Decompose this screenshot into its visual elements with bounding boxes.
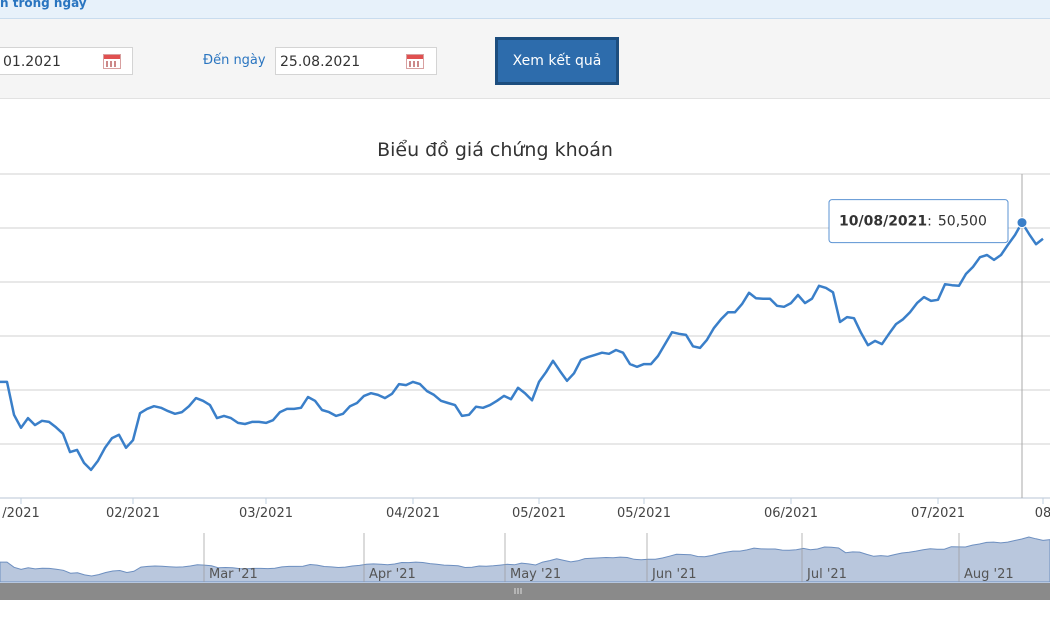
scrollbar[interactable] (0, 583, 1050, 600)
x-tick-label: 04/2021 (386, 506, 440, 521)
navigator-label: Aug '21 (964, 567, 1014, 582)
tooltip-text: 10/08/2021: 50,500 (839, 214, 987, 230)
tooltip-box (828, 199, 1009, 244)
tooltip-separator: : (927, 214, 932, 230)
chart-title: Biểu đồ giá chứng khoán (377, 139, 613, 161)
highlight-point (1016, 217, 1028, 229)
navigator-label: Jul '21 (806, 567, 847, 582)
header-title: n trong ngày (0, 0, 87, 10)
x-tick-label: 07/2021 (911, 506, 965, 521)
calendar-icon[interactable] (406, 54, 424, 69)
x-tick-label: 06/2021 (764, 506, 818, 521)
from-date-value: 01.2021 (3, 54, 61, 70)
x-tick-label: 03/2021 (239, 506, 293, 521)
navigator-label: May '21 (510, 567, 561, 582)
from-date-input[interactable]: 01.2021 (0, 47, 133, 75)
navigator-label: Apr '21 (369, 567, 416, 582)
date-form: 01.2021 Đến ngày 25.08.2021 Xem kết quả (0, 19, 1050, 99)
x-tick-label: 08 (1035, 506, 1050, 521)
x-tick-label: 05/2021 (512, 506, 566, 521)
scrollbar-grip[interactable] (514, 588, 522, 594)
x-tick-label: 02/2021 (106, 506, 160, 521)
submit-button[interactable]: Xem kết quả (495, 37, 619, 85)
to-date-input[interactable]: 25.08.2021 (275, 47, 437, 75)
section-header: n trong ngày (0, 0, 1050, 19)
to-date-label: Đến ngày (203, 53, 266, 68)
navigator-label: Mar '21 (209, 567, 258, 582)
to-date-value: 25.08.2021 (280, 54, 361, 70)
price-line (0, 221, 1044, 472)
tooltip-value: 50,500 (938, 214, 987, 230)
calendar-icon[interactable] (103, 54, 121, 69)
navigator-area (0, 536, 1050, 583)
tooltip-date: 10/08/2021 (839, 214, 927, 230)
navigator-label: Jun '21 (651, 567, 697, 582)
tooltip: 10/08/2021: 50,500 (828, 199, 1009, 244)
x-tick-label: /2021 (2, 506, 39, 521)
x-tick-label: 05/2021 (617, 506, 671, 521)
